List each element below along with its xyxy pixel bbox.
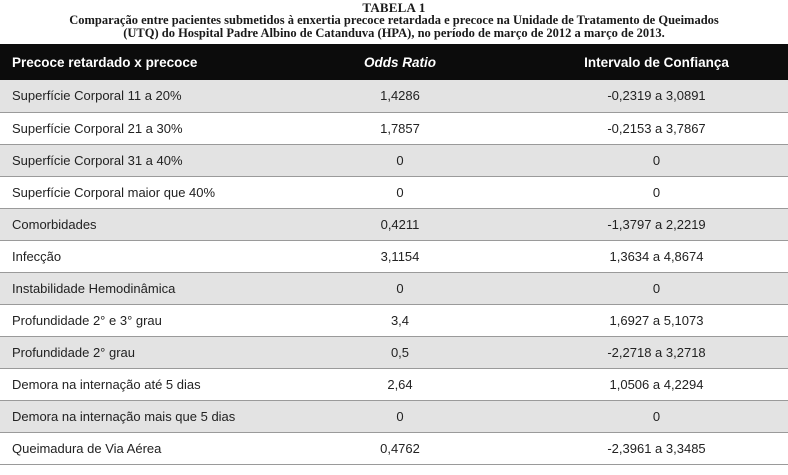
row-confidence-interval: -0,2319 a 3,0891 — [525, 80, 788, 113]
row-variable: Demora na internação mais que 5 dias — [0, 400, 275, 433]
row-variable: Comorbidades — [0, 208, 275, 241]
row-confidence-interval: 1,6927 a 5,1073 — [525, 304, 788, 337]
row-odds-ratio: 0 — [275, 144, 525, 177]
odds-ratio-table: Precoce retardado x precoce Odds Ratio I… — [0, 44, 788, 465]
header-group: Precoce retardado x precoce — [12, 54, 198, 70]
row-confidence-interval: 0 — [525, 272, 788, 305]
row-odds-ratio: 1,4286 — [275, 80, 525, 113]
row-confidence-interval: -2,3961 a 3,3485 — [525, 432, 788, 465]
table-row: Demora na internação mais que 5 dias 0 0 — [0, 400, 788, 433]
row-odds-ratio: 0 — [275, 176, 525, 209]
table-caption-line-2: (UTQ) do Hospital Padre Albino de Catand… — [123, 26, 665, 40]
row-confidence-interval: 1,0506 a 4,2294 — [525, 368, 788, 401]
row-variable: Profundidade 2° grau — [0, 336, 275, 369]
row-variable: Queimadura de Via Aérea — [0, 432, 275, 465]
row-odds-ratio: 3,4 — [275, 304, 525, 337]
row-odds-ratio: 2,64 — [275, 368, 525, 401]
row-confidence-interval: 0 — [525, 176, 788, 209]
row-confidence-interval: 0 — [525, 144, 788, 177]
row-confidence-interval: 1,3634 a 4,8674 — [525, 240, 788, 273]
row-odds-ratio: 0,5 — [275, 336, 525, 369]
header-confidence-interval: Intervalo de Confiança — [584, 54, 729, 70]
row-variable: Superfície Corporal 31 a 40% — [0, 144, 275, 177]
table-body: Superfície Corporal 11 a 20% 1,4286 -0,231… — [0, 80, 788, 465]
row-variable: Infecção — [0, 240, 275, 273]
row-odds-ratio: 0 — [275, 400, 525, 433]
row-variable: Superfície Corporal 21 a 30% — [0, 112, 275, 145]
row-variable: Superfície Corporal 11 a 20% — [0, 80, 275, 113]
row-odds-ratio: 1,7857 — [275, 112, 525, 145]
table-row: Demora na internação até 5 dias 2,64 1,050… — [0, 368, 788, 401]
table-row: Superfície Corporal 21 a 30% 1,7857 -0,215… — [0, 112, 788, 145]
row-confidence-interval: 0 — [525, 400, 788, 433]
table-row: Superfície Corporal maior que 40% 0 0 — [0, 176, 788, 209]
row-odds-ratio: 3,1154 — [275, 240, 525, 273]
table-row: Queimadura de Via Aérea 0,4762 -2,3961 a 3… — [0, 432, 788, 465]
table-row: Infecção 3,1154 1,3634 a 4,8674 — [0, 240, 788, 273]
table-row: Profundidade 2° grau 0,5 -2,2718 a 3,2718 — [0, 336, 788, 369]
row-odds-ratio: 0,4211 — [275, 208, 525, 241]
row-variable: Demora na internação até 5 dias — [0, 368, 275, 401]
row-variable: Superfície Corporal maior que 40% — [0, 176, 275, 209]
table-label: TABELA 1 — [362, 0, 426, 15]
table-header: Precoce retardado x precoce Odds Ratio I… — [0, 44, 788, 80]
table-row: Superfície Corporal 31 a 40% 0 0 — [0, 144, 788, 177]
table-row: Instabilidade Hemodinâmica 0 0 — [0, 272, 788, 305]
row-confidence-interval: -2,2718 a 3,2718 — [525, 336, 788, 369]
table-row: Profundidade 2° e 3° grau 3,4 1,6927 a 5,1… — [0, 304, 788, 337]
table-caption: TABELA 1 Comparação entre pacientes subm… — [0, 0, 788, 40]
row-variable: Profundidade 2° e 3° grau — [0, 304, 275, 337]
row-variable: Instabilidade Hemodinâmica — [0, 272, 275, 305]
table-row: Superfície Corporal 11 a 20% 1,4286 -0,231… — [0, 80, 788, 113]
row-confidence-interval: -1,3797 a 2,2219 — [525, 208, 788, 241]
row-odds-ratio: 0,4762 — [275, 432, 525, 465]
header-row: Precoce retardado x precoce Odds Ratio I… — [0, 44, 788, 80]
row-confidence-interval: -0,2153 a 3,7867 — [525, 112, 788, 145]
table-row: Comorbidades 0,4211 -1,3797 a 2,2219 — [0, 208, 788, 241]
row-odds-ratio: 0 — [275, 272, 525, 305]
table-caption-line-1: Comparação entre pacientes submetidos à … — [69, 13, 719, 27]
header-odds-ratio: Odds Ratio — [363, 54, 436, 70]
